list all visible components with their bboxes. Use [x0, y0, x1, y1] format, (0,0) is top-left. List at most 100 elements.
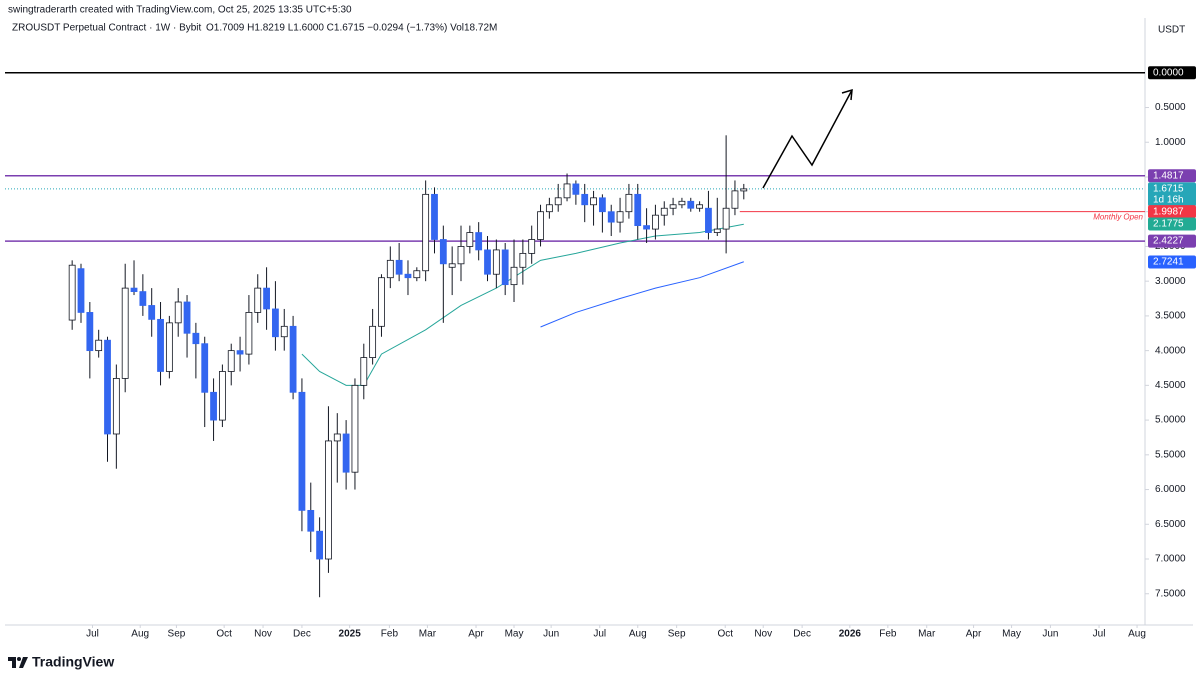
- y-tick-label: 5.0000: [1155, 415, 1186, 426]
- candle-body: [165, 322, 173, 372]
- x-tick-label: Nov: [754, 629, 772, 640]
- y-tick-label: 3.0000: [1155, 276, 1186, 287]
- price-label: 1.9987: [1153, 206, 1184, 217]
- candle-body: [466, 232, 474, 247]
- candle-body: [342, 433, 350, 473]
- candle-body: [501, 249, 509, 286]
- x-tick-label: May: [1002, 629, 1021, 640]
- x-tick-label: Aug: [1128, 629, 1146, 640]
- candle-body: [121, 287, 129, 379]
- price-label: 1.4817: [1153, 170, 1184, 181]
- candle-body: [174, 301, 182, 324]
- y-tick-label: 5.5000: [1155, 449, 1186, 460]
- candle-body: [130, 287, 138, 292]
- candle-body: [227, 350, 235, 372]
- price-label-box: [1148, 217, 1196, 231]
- candle-body: [545, 204, 553, 213]
- price-label-box: [1148, 66, 1196, 80]
- candle-body: [492, 249, 500, 275]
- brand-logo: [8, 657, 28, 668]
- candle-body: [581, 193, 589, 206]
- candle-body: [431, 193, 438, 240]
- candle-body: [77, 268, 85, 313]
- candle-body: [590, 197, 597, 206]
- price-label-box: [1148, 169, 1196, 183]
- arrow-head: [841, 88, 853, 101]
- x-tick-label: Sep: [168, 629, 186, 640]
- candle-body: [607, 211, 615, 223]
- candle-body: [157, 318, 164, 372]
- moving-average: [540, 261, 744, 328]
- x-tick-label: Mar: [918, 629, 936, 640]
- candle-body: [369, 325, 377, 358]
- candle-body: [236, 350, 244, 355]
- candle-body: [422, 193, 430, 272]
- x-tick-label: Oct: [216, 629, 232, 640]
- candle-body: [378, 277, 385, 327]
- candle-body: [139, 291, 147, 306]
- candle-body: [563, 183, 571, 199]
- x-tick-label: Aug: [131, 629, 149, 640]
- candle-body: [519, 252, 527, 268]
- x-tick-label: Jul: [1093, 629, 1106, 640]
- candle-body: [660, 207, 668, 216]
- candle-body: [245, 312, 253, 355]
- price-label-box: [1148, 182, 1196, 207]
- candle-body: [537, 211, 544, 240]
- x-tick-label: 2026: [839, 629, 862, 640]
- x-tick-label: Oct: [717, 629, 733, 640]
- candle-body: [280, 325, 288, 338]
- y-tick-label: 1.0000: [1155, 137, 1186, 148]
- candle-body: [713, 228, 721, 233]
- candle-body: [325, 440, 332, 560]
- y-tick-label: 4.0000: [1155, 345, 1186, 356]
- x-tick-label: Feb: [879, 629, 897, 640]
- y-tick-label: 6.0000: [1155, 484, 1186, 495]
- candle-body: [104, 339, 111, 435]
- candle-body: [598, 197, 606, 213]
- candle-body: [112, 378, 120, 435]
- candle-body: [616, 211, 624, 223]
- candle-body: [572, 183, 580, 195]
- currency: USDT: [1158, 25, 1185, 36]
- x-tick-label: May: [505, 629, 524, 640]
- price-label: 0.0000: [1153, 67, 1184, 78]
- x-tick-label: Jun: [543, 629, 559, 640]
- candle-body: [201, 343, 209, 393]
- candle-body: [210, 391, 217, 421]
- candle-body: [263, 287, 270, 310]
- candle-body: [413, 270, 421, 279]
- candle-body: [218, 371, 226, 421]
- y-tick-label: 6.5000: [1155, 519, 1186, 530]
- candle-body: [528, 239, 536, 254]
- candle-body: [86, 312, 94, 352]
- x-tick-label: Nov: [254, 629, 272, 640]
- x-tick-label: Sep: [668, 629, 686, 640]
- plot: 0.50001.00001.50002.00002.50003.00003.50…: [5, 66, 1196, 640]
- candle-body: [316, 530, 324, 560]
- price-label-box: [1148, 255, 1196, 269]
- candle-body: [448, 263, 456, 268]
- y-tick-label: 3.5000: [1155, 311, 1186, 322]
- candle-body: [652, 214, 659, 230]
- candle-body: [333, 433, 341, 442]
- candle-body: [475, 232, 483, 251]
- x-tick-label: 2025: [339, 629, 362, 640]
- candle-body: [360, 357, 368, 386]
- y-tick-label: 4.5000: [1155, 380, 1186, 391]
- candle-body: [183, 301, 191, 334]
- x-tick-label: Mar: [419, 629, 437, 640]
- candle-body: [740, 188, 748, 192]
- chart-title: ZROUSDT Perpetual Contract · 1W · Bybit: [12, 23, 202, 34]
- price-line-note: Monthly Open: [1093, 213, 1143, 222]
- credit: swingtraderarth created with TradingView…: [8, 5, 352, 16]
- candle-body: [386, 259, 394, 279]
- candle-body: [298, 391, 306, 511]
- candle-body: [192, 332, 200, 345]
- ohlc-legend: O1.7009 H1.8219 L1.6000 C1.6715 −0.0294 …: [206, 23, 497, 34]
- candle-body: [404, 273, 412, 279]
- candle-body: [554, 197, 562, 206]
- y-tick-label: 0.5000: [1155, 102, 1186, 113]
- candle-body: [678, 200, 686, 206]
